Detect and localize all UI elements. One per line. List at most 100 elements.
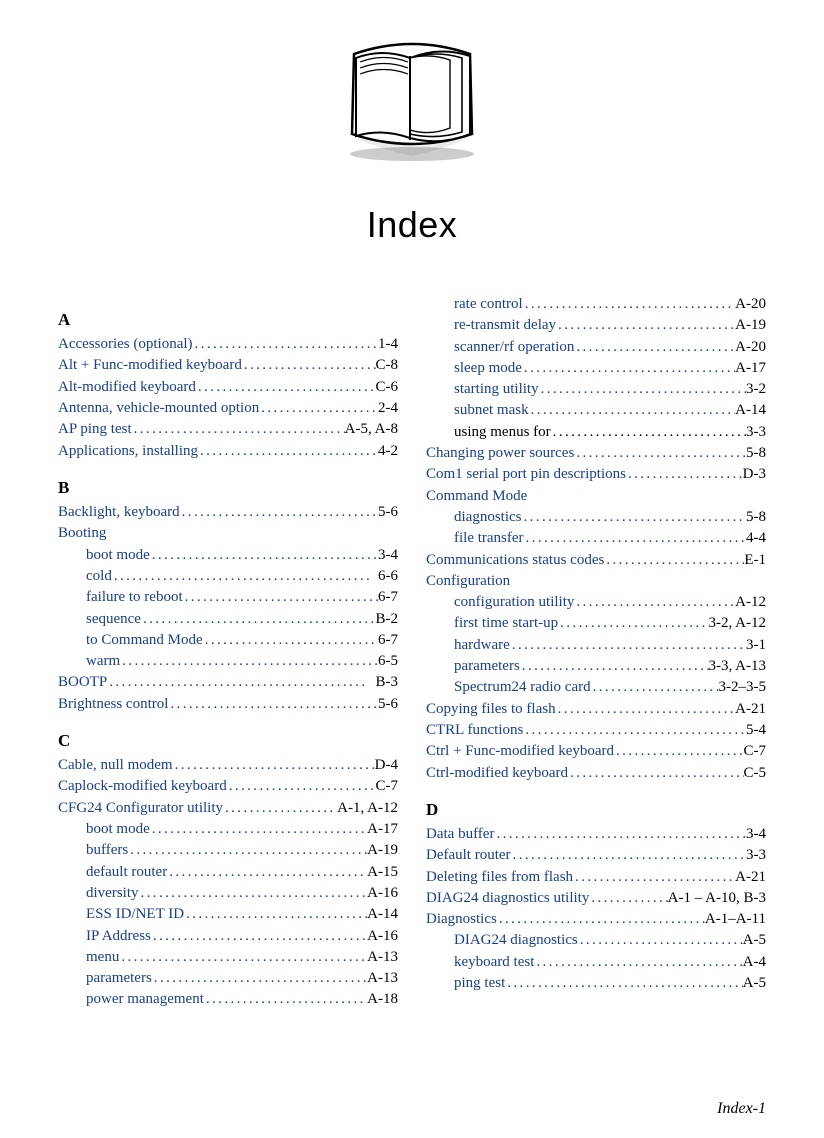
page-ref: A-5, A-8 [345,419,398,440]
leader-dots: ........................................… [573,867,735,888]
index-subentry[interactable]: warm....................................… [58,651,398,672]
index-entry[interactable]: Changing power sources..................… [426,443,766,464]
page-ref: A-21 [735,867,766,888]
leader-dots: ........................................… [150,819,367,840]
index-entry[interactable]: Antenna, vehicle-mounted option.........… [58,398,398,419]
index-entry[interactable]: Diagnostics.............................… [426,909,766,930]
index-subentry[interactable]: parameters..............................… [58,968,398,989]
index-entry[interactable]: Data buffer.............................… [426,824,766,845]
leader-dots: ........................................… [141,609,376,630]
term: DIAG24 diagnostics [454,930,578,951]
index-subentry[interactable]: parameters..............................… [426,656,766,677]
index-entry[interactable]: Alt-modified keyboard...................… [58,377,398,398]
leader-dots: ........................................… [522,358,735,379]
index-subentry[interactable]: subnet mask.............................… [426,400,766,421]
index-subentry[interactable]: keyboard test...........................… [426,952,766,973]
index-subentry[interactable]: first time start-up.....................… [426,613,766,634]
index-entry[interactable]: Com1 serial port pin descriptions.......… [426,464,766,485]
index-entry[interactable]: AP ping test............................… [58,419,398,440]
index-subentry[interactable]: ping test...............................… [426,973,766,994]
index-subentry[interactable]: failure to reboot.......................… [58,587,398,608]
page-ref: D-3 [743,464,766,485]
index-entry[interactable]: CTRL functions..........................… [426,720,766,741]
index-entry[interactable]: Ctrl-modified keyboard..................… [426,763,766,784]
index-entry[interactable]: Brightness control......................… [58,694,398,715]
index-entry[interactable]: Caplock-modified keyboard...............… [58,776,398,797]
index-subentry[interactable]: ESS ID/NET ID...........................… [58,904,398,925]
column-left: A Accessories (optional)................… [58,294,398,1011]
index-subentry[interactable]: buffers.................................… [58,840,398,861]
index-subentry[interactable]: cold....................................… [58,566,398,587]
leader-dots: ........................................… [589,888,667,909]
index-subentry[interactable]: sleep mode..............................… [426,358,766,379]
index-subentry[interactable]: power management........................… [58,989,398,1010]
index-subentry[interactable]: scanner/rf operation....................… [426,337,766,358]
index-entry[interactable]: Backlight, keyboard.....................… [58,502,398,523]
index-subentry[interactable]: sequence................................… [58,609,398,630]
term: AP ping test [58,419,132,440]
leader-dots: ........................................… [568,763,743,784]
term: Caplock-modified keyboard [58,776,227,797]
index-entry[interactable]: Communications status codes.............… [426,550,766,571]
leader-dots: ........................................… [184,904,367,925]
term: Communications status codes [426,550,604,571]
index-subentry[interactable]: rate control............................… [426,294,766,315]
page-ref: C-7 [744,741,767,762]
index-entry[interactable]: Copying files to flash..................… [426,699,766,720]
term: ESS ID/NET ID [86,904,184,925]
index-subentry[interactable]: starting utility........................… [426,379,766,400]
index-entry[interactable]: DIAG24 diagnostics utility..............… [426,888,766,909]
term: Applications, installing [58,441,198,462]
page-ref: A-17 [735,358,766,379]
index-subentry[interactable]: boot mode...............................… [58,819,398,840]
leader-dots: ........................................… [173,755,375,776]
leader-dots: ........................................… [152,968,367,989]
page-ref: 4-4 [746,528,766,549]
index-entry[interactable]: BOOTP...................................… [58,672,398,693]
term: parameters [454,656,520,677]
leader-dots: ........................................… [529,400,736,421]
index-entry[interactable]: CFG24 Configurator utility..............… [58,798,398,819]
index-subentry[interactable]: boot mode...............................… [58,545,398,566]
term: parameters [86,968,152,989]
term: IP Address [86,926,151,947]
leader-dots: ........................................… [132,419,345,440]
index-subentry[interactable]: hardware................................… [426,635,766,656]
leader-dots: ........................................… [556,699,736,720]
index-entry[interactable]: Deleting files from flash...............… [426,867,766,888]
term: DIAG24 diagnostics utility [426,888,589,909]
index-entry[interactable]: Applications, installing................… [58,441,398,462]
index-subentry[interactable]: IP Address..............................… [58,926,398,947]
page-ref: E-1 [744,550,766,571]
leader-dots: ........................................… [107,672,375,693]
index-entry[interactable]: Cable, null modem.......................… [58,755,398,776]
page-title: Index [0,204,824,246]
index-subentry[interactable]: menu....................................… [58,947,398,968]
page-ref: 3-2, A-12 [709,613,767,634]
section-letter-b: B [58,476,398,500]
page-ref: C-7 [376,776,399,797]
term: sequence [86,609,141,630]
index-entry[interactable]: Accessories (optional)..................… [58,334,398,355]
index-subentry[interactable]: to Command Mode.........................… [58,630,398,651]
index-subentry[interactable]: diagnostics.............................… [426,507,766,528]
index-entry[interactable]: Default router..........................… [426,845,766,866]
index-entry[interactable]: Alt + Func-modified keyboard............… [58,355,398,376]
leader-dots: ........................................… [259,398,378,419]
index-subentry[interactable]: DIAG24 diagnostics......................… [426,930,766,951]
term: Ctrl-modified keyboard [426,763,568,784]
index-subentry[interactable]: default router..........................… [58,862,398,883]
index-subentry[interactable]: re-transmit delay.......................… [426,315,766,336]
index-subentry[interactable]: file transfer...........................… [426,528,766,549]
page-ref: 3-4 [746,824,766,845]
index-subentry[interactable]: diversity...............................… [58,883,398,904]
index-subentry[interactable]: configuration utility...................… [426,592,766,613]
leader-dots: ........................................… [604,550,744,571]
column-right: rate control............................… [426,294,766,1011]
term: subnet mask [454,400,529,421]
index-subentry[interactable]: using menus for.........................… [426,422,766,443]
index-subentry[interactable]: Spectrum24 radio card...................… [426,677,766,698]
page-ref: C-6 [376,377,399,398]
leader-dots: ........................................… [574,592,735,613]
index-entry[interactable]: Ctrl + Func-modified keyboard...........… [426,741,766,762]
